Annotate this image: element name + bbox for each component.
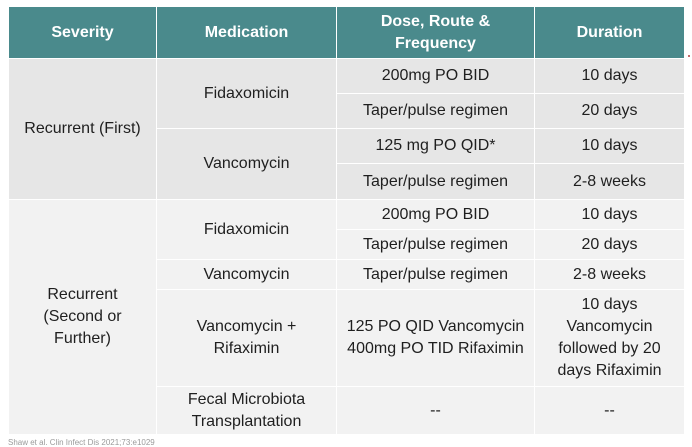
duration-cell: 10 days: [534, 128, 685, 164]
header-medication: Medication: [156, 6, 337, 59]
duration-cell: 20 days: [534, 229, 685, 260]
duration-cell: 10 days: [534, 199, 685, 230]
medication-cell: Vancomycin: [156, 128, 337, 200]
duration-cell: --: [534, 386, 685, 435]
table-row: Fecal Microbiota Transplantation -- --: [9, 386, 685, 435]
table-row: Vancomycin 125 mg PO QID* 10 days: [9, 128, 685, 200]
dose-cell: --: [336, 386, 535, 435]
medication-cell: Vancomycin: [156, 259, 337, 290]
dose-cell: Taper/pulse regimen: [336, 259, 535, 290]
table-row: Vancomycin + Rifaximin 125 PO QID Vancom…: [9, 289, 685, 387]
duration-cell: 20 days: [534, 93, 685, 129]
duration-cell: 10 days: [534, 58, 685, 94]
dose-cell: Taper/pulse regimen: [336, 163, 535, 200]
duration-cell: 2-8 weeks: [534, 163, 685, 200]
medication-cell: Fecal Microbiota Transplantation: [156, 386, 337, 435]
severity-cell: Recurrent (First): [8, 58, 157, 200]
edge-mark: [688, 55, 690, 57]
medication-cell: Vancomycin + Rifaximin: [156, 289, 337, 387]
dose-cell: Taper/pulse regimen: [336, 229, 535, 260]
dose-cell: 200mg PO BID: [336, 199, 535, 230]
header-duration: Duration: [534, 6, 685, 59]
header-dose-route-frequency: Dose, Route & Frequency: [336, 6, 535, 59]
footnote: Shaw et al. Clin Infect Dis 2021;73:e102…: [8, 438, 155, 447]
table-row: Taper/pulse regimen 20 days: [9, 93, 685, 129]
table-row: Taper/pulse regimen 2-8 weeks: [9, 163, 685, 200]
table-row: Recurrent (First) Fidaxomicin 200mg PO B…: [8, 58, 685, 200]
header-severity: Severity: [8, 6, 157, 59]
medication-cell: Fidaxomicin: [156, 58, 337, 129]
medication-cell: Fidaxomicin: [156, 199, 337, 260]
duration-cell: 2-8 weeks: [534, 259, 685, 290]
dose-cell: 125 mg PO QID*: [336, 128, 535, 164]
header-row: Severity Medication Dose, Route & Freque…: [8, 6, 685, 59]
duration-cell: 10 days Vancomycin followed by 20 days R…: [534, 289, 685, 387]
dose-cell: 125 PO QID Vancomycin 400mg PO TID Rifax…: [336, 289, 535, 387]
treatment-table: Severity Medication Dose, Route & Freque…: [8, 6, 685, 435]
table-row: Taper/pulse regimen 20 days: [9, 229, 685, 260]
table-row: Vancomycin Taper/pulse regimen 2-8 weeks: [9, 259, 685, 290]
dose-cell: Taper/pulse regimen: [336, 93, 535, 129]
dose-cell: 200mg PO BID: [336, 58, 535, 94]
severity-cell: Recurrent (Second or Further): [8, 199, 157, 435]
table-row: Recurrent (Second or Further) Fidaxomici…: [8, 199, 685, 435]
